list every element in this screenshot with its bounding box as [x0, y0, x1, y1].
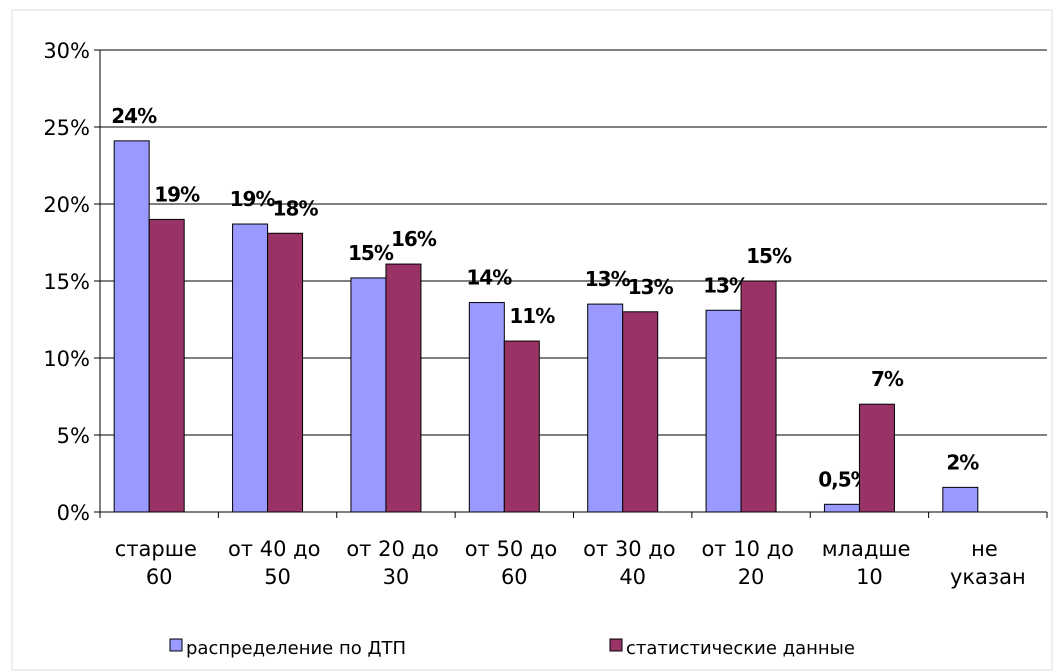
value-label: 11% — [509, 304, 555, 328]
y-tick-label: 25% — [43, 116, 90, 140]
label-line: 50 — [264, 565, 291, 589]
value-label: 24% — [111, 104, 157, 128]
y-tick-label: 20% — [43, 193, 90, 217]
bar — [503, 340, 540, 513]
bar — [267, 232, 304, 513]
label-line: 60 — [146, 565, 173, 589]
value-label: 15% — [348, 241, 394, 265]
label-line: 60 — [501, 565, 528, 589]
value-label: 2% — [946, 450, 979, 474]
x-tick-label: от 10 до 20 — [701, 537, 800, 589]
value-label: 7% — [871, 367, 904, 391]
label-line: не — [971, 537, 1004, 561]
bar — [468, 302, 505, 513]
y-tick-label: 30% — [43, 39, 90, 63]
label-line: от 40 до — [228, 537, 327, 561]
label-line: указан — [950, 565, 1026, 589]
value-label: 16% — [391, 227, 437, 251]
label-line: 40 — [619, 565, 646, 589]
bar — [232, 223, 269, 513]
bar — [385, 263, 422, 513]
y-tick-label: 10% — [43, 347, 90, 371]
label-line: старше — [115, 537, 204, 561]
x-tick-label: от 40 до 50 — [228, 537, 327, 589]
y-tick-label: 15% — [43, 270, 90, 294]
x-tick-label: от 20 до 30 — [346, 537, 445, 589]
x-tick-label: от 50 до 60 — [465, 537, 564, 589]
chart-frame — [11, 9, 1053, 671]
x-tick-label: не указан — [950, 537, 1026, 589]
bar — [858, 403, 895, 513]
x-tick-label: младше 10 — [822, 537, 917, 589]
bar — [823, 503, 860, 513]
label-line: от 50 до — [465, 537, 564, 561]
label-line: от 30 до — [583, 537, 682, 561]
bar — [740, 280, 777, 513]
bar — [587, 303, 624, 513]
value-label: 13% — [628, 275, 674, 299]
legend-swatch — [169, 638, 183, 652]
y-tick-label: 0% — [57, 501, 90, 525]
value-label: 15% — [746, 244, 792, 268]
label-line: младше — [822, 537, 917, 561]
label-line: 30 — [383, 565, 410, 589]
legend-label: статистические данные — [626, 638, 855, 659]
value-label: 19% — [154, 182, 200, 206]
bar — [705, 309, 742, 513]
label-line: от 20 до — [346, 537, 445, 561]
x-tick-label: старше 60 — [115, 537, 204, 589]
bar — [350, 277, 387, 513]
bar — [148, 218, 185, 513]
bar — [942, 486, 979, 513]
bar — [113, 140, 150, 513]
label-line: от 10 до — [701, 537, 800, 561]
legend-label: распределение по ДТП — [186, 638, 406, 659]
value-label: 13% — [585, 267, 631, 291]
value-label: 19% — [230, 187, 276, 211]
value-label: 18% — [273, 196, 319, 220]
x-tick-label: от 30 до 40 — [583, 537, 682, 589]
y-tick-label: 5% — [57, 424, 90, 448]
label-line: 10 — [856, 565, 883, 589]
legend-swatch — [609, 638, 623, 652]
value-label: 14% — [466, 266, 512, 290]
label-line: 20 — [738, 565, 765, 589]
bar — [622, 311, 659, 513]
